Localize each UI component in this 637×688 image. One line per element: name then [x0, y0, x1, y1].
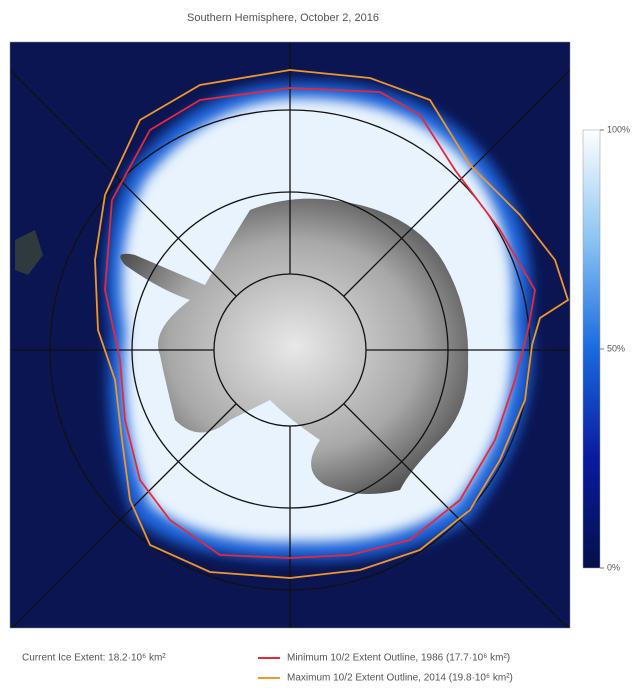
colorbar — [583, 130, 600, 568]
colorbar-tick-label: 100% — [607, 124, 630, 134]
colorbar-tick-label: 50% — [607, 343, 625, 353]
legend-label: Maximum 10/2 Extent Outline, 2014 (19.8·… — [287, 673, 513, 684]
page: Southern Hemisphere, October 2, 2016 100… — [0, 0, 637, 688]
current-extent: Current Ice Extent: 18.2·10⁶ km² — [22, 653, 166, 664]
map-title: Southern Hemisphere, October 2, 2016 — [187, 12, 379, 24]
map — [10, 42, 570, 630]
legend-label: Minimum 10/2 Extent Outline, 1986 (17.7·… — [287, 653, 510, 664]
colorbar-tick-label: 0% — [607, 562, 620, 572]
